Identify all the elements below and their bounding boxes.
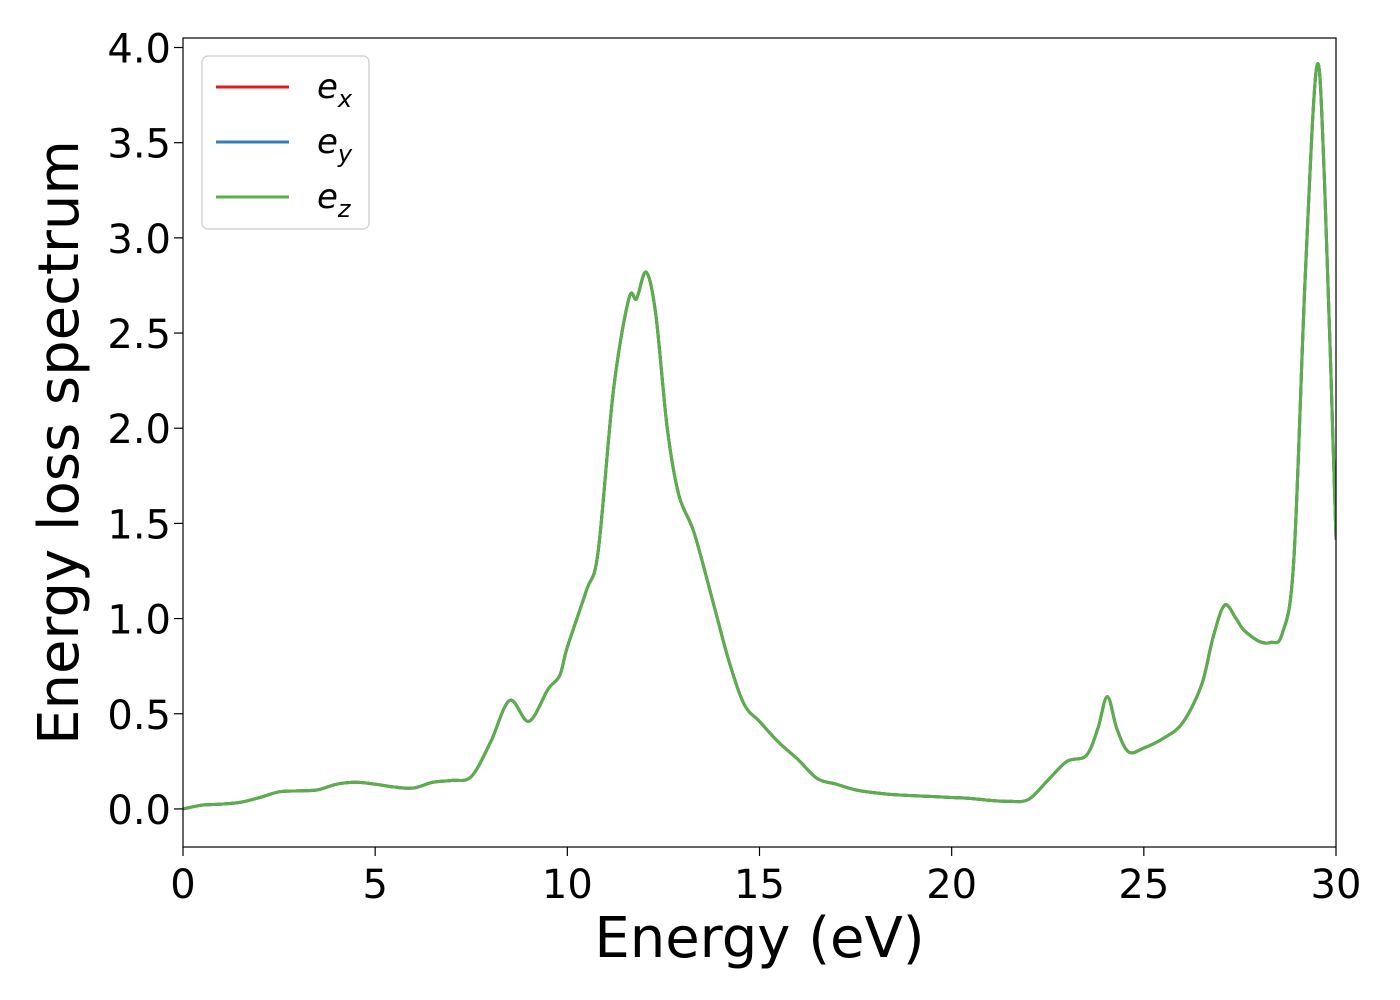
legend-item-x: ex [216,67,353,113]
x-tick-label: 20 [926,862,977,908]
legend-label-base: e [317,67,338,107]
x-tick-label: 15 [734,862,785,908]
y-axis-title: Energy loss spectrum [27,140,92,745]
y-tick-label: 2.5 [107,312,171,358]
x-tick-label: 10 [542,862,593,908]
legend-label-subscript: y [337,140,353,168]
x-axis-ticks: 0 5 10 15 20 25 30 [170,847,1361,908]
legend-label-subscript: x [337,85,353,113]
y-tick-label: 0.5 [107,693,171,739]
y-tick-label: 1.0 [107,598,171,644]
y-tick-label: 3.0 [107,217,171,263]
series-line-z [183,62,1336,811]
legend-label: ey [317,122,353,168]
x-tick-label: 5 [362,862,387,908]
y-tick-label: 2.0 [107,407,171,453]
legend-label-base: e [317,177,338,217]
y-tick-label: 4.0 [107,27,171,73]
y-tick-label: 1.5 [107,502,171,548]
y-tick-label: 3.5 [107,122,171,168]
legend-item-z: ez [216,177,352,223]
legend-label-subscript: z [337,195,352,223]
x-tick-label: 0 [170,862,195,908]
legend-label: ez [317,177,352,223]
legend-label-base: e [317,122,338,162]
y-axis-ticks: 0.0 0.5 1.0 1.5 2.0 2.5 3.0 3.5 4.0 [107,27,183,834]
y-tick-label: 0.0 [107,788,171,834]
legend-item-y: ey [216,122,353,168]
x-tick-label: 30 [1311,862,1362,908]
series-layer [183,62,1336,811]
x-axis-title: Energy (eV) [594,906,924,971]
x-tick-label: 25 [1118,862,1169,908]
legend-label: ex [317,67,353,113]
